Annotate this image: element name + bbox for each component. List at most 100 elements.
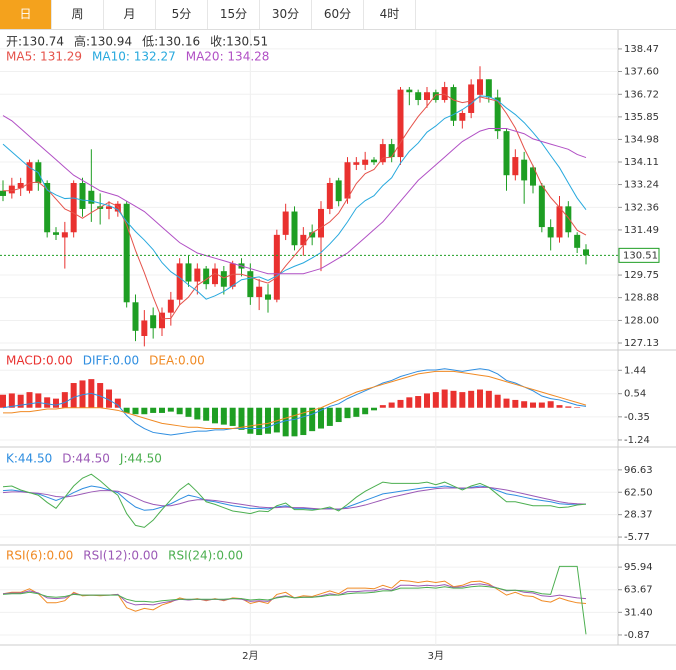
y-tick-label: 1.44 bbox=[624, 365, 646, 376]
candle-body bbox=[353, 162, 360, 165]
candle-body bbox=[371, 159, 377, 163]
macd-bar bbox=[212, 407, 218, 424]
candle-body bbox=[450, 87, 457, 121]
macd-bar bbox=[459, 392, 466, 408]
macd-bar bbox=[379, 405, 386, 408]
legend-entry: 开:130.74 bbox=[6, 35, 64, 49]
period-tab[interactable]: 60分 bbox=[312, 0, 364, 29]
candle-body bbox=[477, 79, 483, 95]
legend-entry: 收:130.51 bbox=[210, 35, 268, 49]
candle-body bbox=[159, 312, 165, 329]
macd-bar bbox=[44, 397, 51, 408]
candle-body bbox=[494, 97, 501, 132]
macd-bar bbox=[397, 399, 404, 408]
legend-entry: RSI(12):0.00 bbox=[83, 549, 158, 563]
macd-bar bbox=[494, 394, 501, 408]
candle-body bbox=[8, 185, 15, 194]
period-tab[interactable]: 30分 bbox=[260, 0, 312, 29]
macd-bar bbox=[388, 402, 395, 408]
macd-bar bbox=[220, 407, 227, 425]
macd-bar bbox=[574, 407, 581, 408]
x-tick-label: 3月 bbox=[428, 650, 444, 662]
macd-bar bbox=[538, 402, 545, 408]
legend-entry: 低:130.16 bbox=[142, 35, 200, 49]
y-tick-label: 138.47 bbox=[624, 44, 659, 55]
series-line bbox=[2, 368, 587, 436]
candle-body bbox=[379, 144, 386, 163]
period-tab[interactable]: 月 bbox=[104, 0, 156, 29]
macd-bar bbox=[353, 407, 360, 417]
candle-body bbox=[26, 162, 33, 191]
y-tick-label: 132.36 bbox=[624, 202, 659, 213]
macd-bar bbox=[194, 407, 201, 420]
legend-entry: DIFF:0.00 bbox=[83, 354, 139, 368]
y-tick-label: 128.00 bbox=[624, 315, 659, 326]
candle-body bbox=[547, 227, 554, 238]
macd-bar bbox=[547, 401, 554, 408]
candle-body bbox=[132, 302, 139, 331]
candle-body bbox=[406, 89, 413, 93]
candle-body bbox=[397, 89, 404, 158]
candle-body bbox=[459, 112, 466, 121]
macd-bar bbox=[291, 407, 298, 437]
macd-bar bbox=[150, 407, 157, 413]
macd-bar bbox=[61, 392, 68, 408]
macd-bar bbox=[97, 383, 104, 408]
candle-body bbox=[565, 206, 572, 233]
period-tab[interactable]: 日 bbox=[0, 0, 52, 29]
candle-body bbox=[503, 131, 510, 176]
y-tick-label: -0.87 bbox=[624, 630, 650, 641]
candle-body bbox=[141, 320, 148, 336]
y-tick-label: 96.63 bbox=[624, 465, 653, 476]
macd-bar bbox=[35, 393, 42, 408]
candle-body bbox=[61, 232, 68, 238]
macd-bar bbox=[318, 407, 324, 429]
candle-body bbox=[88, 190, 95, 204]
candle-body bbox=[212, 268, 218, 285]
macd-bar bbox=[176, 407, 183, 415]
macd-bar bbox=[344, 407, 351, 419]
y-tick-label: 63.67 bbox=[624, 585, 653, 596]
legend-entry: D:44.50 bbox=[62, 452, 110, 466]
period-tab[interactable]: 4时 bbox=[364, 0, 416, 29]
candle-body bbox=[291, 211, 298, 246]
candle-body bbox=[17, 182, 24, 189]
y-tick-label: 28.37 bbox=[624, 510, 653, 521]
candle-body bbox=[176, 263, 183, 300]
series-line bbox=[2, 473, 587, 528]
candle-body bbox=[415, 92, 422, 101]
period-tab[interactable]: 周 bbox=[52, 0, 104, 29]
y-tick-label: 62.50 bbox=[624, 487, 653, 498]
macd-bar bbox=[521, 401, 528, 408]
candle-body bbox=[556, 206, 563, 238]
macd-bar bbox=[503, 398, 510, 408]
macd-bar bbox=[485, 390, 492, 408]
macd-bar bbox=[185, 407, 192, 417]
candle-body bbox=[583, 249, 589, 256]
period-tab[interactable]: 5分 bbox=[156, 0, 208, 29]
candle-body bbox=[247, 271, 254, 298]
macd-bar bbox=[530, 402, 536, 408]
macd-bar bbox=[8, 393, 15, 408]
macd-bar bbox=[512, 399, 519, 408]
period-tab[interactable]: 15分 bbox=[208, 0, 260, 29]
series-line bbox=[2, 485, 586, 511]
macd-bar bbox=[432, 392, 439, 408]
y-tick-label: 31.40 bbox=[624, 607, 653, 618]
series-line bbox=[2, 115, 587, 275]
period-tabs: 日周月 5分 15分 30分 60分 4时 bbox=[0, 0, 676, 30]
y-tick-label: 127.13 bbox=[624, 338, 659, 349]
candle-body bbox=[468, 84, 475, 113]
candle-body bbox=[388, 144, 395, 158]
candle-body bbox=[485, 79, 492, 98]
macd-bar bbox=[371, 407, 377, 411]
series-line bbox=[2, 583, 587, 606]
legend-entry: MA5: 131.29 bbox=[6, 50, 82, 64]
macd-bar bbox=[70, 383, 77, 408]
candle-body bbox=[335, 180, 342, 202]
candle-body bbox=[203, 268, 210, 285]
candle-body bbox=[318, 208, 324, 238]
legend-entry: MACD:0.00 bbox=[6, 354, 73, 368]
macd-bar bbox=[441, 389, 448, 408]
candle-body bbox=[326, 182, 333, 209]
